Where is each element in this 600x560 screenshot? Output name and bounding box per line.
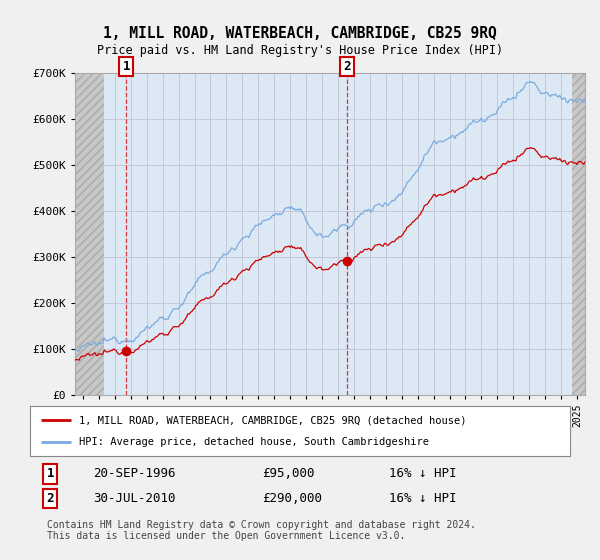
Text: 1: 1 xyxy=(47,468,54,480)
Text: Contains HM Land Registry data © Crown copyright and database right 2024.
This d: Contains HM Land Registry data © Crown c… xyxy=(47,520,475,541)
Text: HPI: Average price, detached house, South Cambridgeshire: HPI: Average price, detached house, Sout… xyxy=(79,437,428,447)
Text: 2: 2 xyxy=(343,60,351,73)
Bar xyxy=(75,73,104,395)
Text: 20-SEP-1996: 20-SEP-1996 xyxy=(94,468,176,480)
Text: 1, MILL ROAD, WATERBEACH, CAMBRIDGE, CB25 9RQ (detached house): 1, MILL ROAD, WATERBEACH, CAMBRIDGE, CB2… xyxy=(79,415,466,425)
Bar xyxy=(572,73,585,395)
Text: 1: 1 xyxy=(122,60,130,73)
Text: £95,000: £95,000 xyxy=(262,468,314,480)
Text: Price paid vs. HM Land Registry's House Price Index (HPI): Price paid vs. HM Land Registry's House … xyxy=(97,44,503,57)
Text: 16% ↓ HPI: 16% ↓ HPI xyxy=(389,492,457,505)
Text: 30-JUL-2010: 30-JUL-2010 xyxy=(94,492,176,505)
Text: 1, MILL ROAD, WATERBEACH, CAMBRIDGE, CB25 9RQ: 1, MILL ROAD, WATERBEACH, CAMBRIDGE, CB2… xyxy=(103,26,497,41)
Text: 2: 2 xyxy=(47,492,54,505)
Text: £290,000: £290,000 xyxy=(262,492,322,505)
Text: 16% ↓ HPI: 16% ↓ HPI xyxy=(389,468,457,480)
